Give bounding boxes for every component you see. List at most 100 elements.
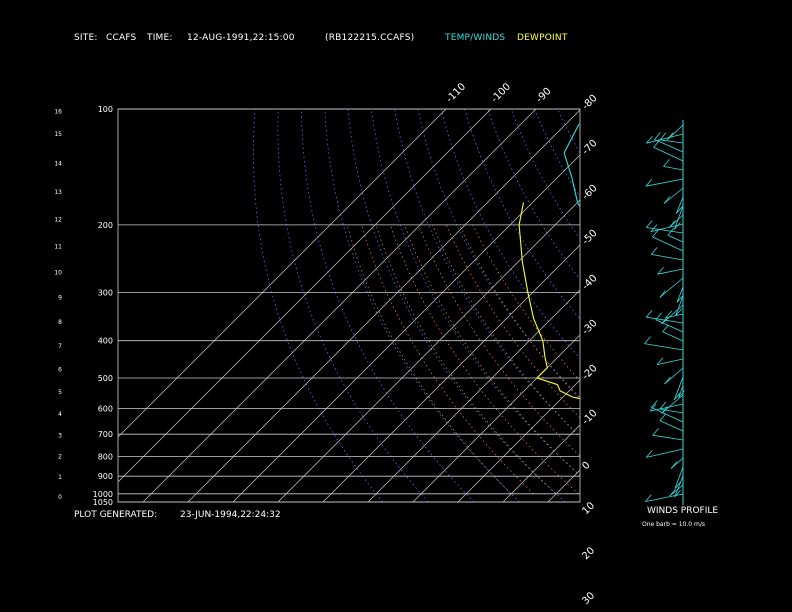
legend-temp: TEMP/WINDS (445, 33, 506, 43)
wind-barb-flag (663, 159, 670, 167)
wind-barb (645, 493, 684, 502)
pressure-tick-label: 1050 (93, 498, 113, 507)
wind-barb (652, 236, 684, 252)
height-tick-label: 4 (58, 411, 62, 418)
wind-barb (667, 234, 684, 243)
wind-barb (678, 385, 684, 398)
wind-barb (646, 133, 684, 144)
file-id: (RB122215.CCAFS) (325, 33, 415, 43)
wind-barb-flag (667, 227, 675, 236)
wind-barb-flag (678, 390, 685, 398)
height-tick-label: 9 (58, 295, 62, 302)
wind-barb-flag (655, 312, 663, 320)
height-tick-label: 16 (54, 109, 62, 116)
isotherm (277, 199, 580, 502)
wind-barb (665, 313, 684, 319)
height-tick-label: 8 (58, 319, 62, 326)
dry-adiabat (534, 109, 580, 198)
wind-barb-flag (653, 140, 660, 148)
wind-barb-flag (663, 196, 671, 204)
dry-adiabat (370, 109, 580, 476)
wind-barb (673, 376, 684, 400)
wind-barb (645, 178, 684, 187)
height-tick-label: 13 (54, 189, 62, 196)
pressure-tick-label: 300 (98, 289, 113, 298)
time-label: TIME: (147, 33, 173, 43)
dry-adiabat (277, 109, 429, 502)
isotherm-label: 30 (580, 590, 597, 607)
isotherm (142, 109, 537, 502)
height-tick-label: 1 (58, 474, 62, 481)
isotherm-label: -50 (580, 228, 599, 247)
moist-adiabat (404, 224, 580, 476)
legend-dew: DEWPOINT (517, 33, 568, 43)
pressure-tick-label: 700 (98, 430, 113, 439)
pressure-tick-label: 400 (98, 337, 113, 346)
wind-barb (676, 286, 684, 303)
height-tick-label: 10 (54, 270, 62, 277)
height-tick-label: 3 (58, 433, 62, 440)
moist-adiabat (375, 224, 557, 495)
wind-barb-flag (645, 494, 652, 502)
wind-barb (651, 254, 684, 261)
temperature-line (563, 123, 580, 208)
isotherm-label: 10 (580, 500, 597, 517)
wind-barb-flag (659, 413, 667, 421)
moist-adiabat (390, 224, 579, 495)
dry-adiabat (557, 109, 580, 155)
wind-barb (663, 166, 684, 171)
height-tick-label: 12 (54, 217, 62, 224)
wind-barb (661, 304, 684, 325)
winds-profile-title: WINDS PROFILE (647, 506, 719, 516)
wind-barb-flag (659, 132, 667, 141)
pressure-tick-label: 200 (98, 221, 113, 230)
dry-adiabat (440, 109, 580, 359)
wind-barb (653, 146, 684, 162)
wind-barb-flag (645, 135, 653, 144)
wind-barb (669, 484, 684, 497)
wind-barb-flag (666, 132, 674, 141)
height-tick-label: 6 (58, 366, 62, 373)
moist-adiabat (472, 224, 580, 382)
dry-adiabat (628, 109, 792, 502)
isotherm-label: -20 (580, 363, 599, 382)
dry-adiabat (487, 109, 580, 280)
isotherm (118, 109, 492, 483)
dry-adiabat (347, 109, 566, 502)
wind-barb (646, 316, 684, 324)
wind-barb (659, 277, 684, 298)
height-tick-label: 5 (58, 389, 62, 396)
isotherm (412, 334, 580, 502)
winds-barb-note: One barb = 10.0 m/s (642, 521, 705, 528)
wind-barb (663, 187, 684, 204)
wind-barb-flag (652, 229, 659, 238)
isotherm-label: 0 (580, 460, 592, 472)
wind-barb (657, 268, 684, 275)
wind-barb-flag (674, 222, 681, 230)
wind-barb (652, 434, 684, 441)
wind-barb (656, 358, 684, 365)
wind-barb-flag (656, 357, 664, 365)
time-value: 12-AUG-1991,22:15:00 (187, 33, 295, 43)
isotherm (502, 424, 580, 502)
moist-adiabat (361, 224, 534, 495)
wind-barb-flag (644, 336, 651, 344)
dry-adiabat (581, 109, 792, 502)
plot-frame (117, 108, 581, 503)
isotherm-label: -30 (580, 318, 599, 337)
wind-barb-flag (670, 461, 678, 469)
isotherm-label: -10 (580, 408, 599, 427)
wind-barb-flag (650, 247, 658, 255)
wind-barb-flag (676, 206, 683, 214)
wind-barb (646, 227, 684, 234)
wind-barb (659, 420, 684, 432)
wind-barb (659, 408, 684, 414)
isotherm (367, 289, 580, 502)
isotherm (322, 244, 580, 502)
height-tick-label: 7 (58, 343, 62, 350)
isotherm-label: -90 (534, 86, 553, 105)
dry-adiabat (417, 109, 580, 398)
isotherm (457, 379, 580, 502)
site-value: CCAFS (106, 33, 137, 43)
wind-barb-flag (654, 132, 661, 140)
